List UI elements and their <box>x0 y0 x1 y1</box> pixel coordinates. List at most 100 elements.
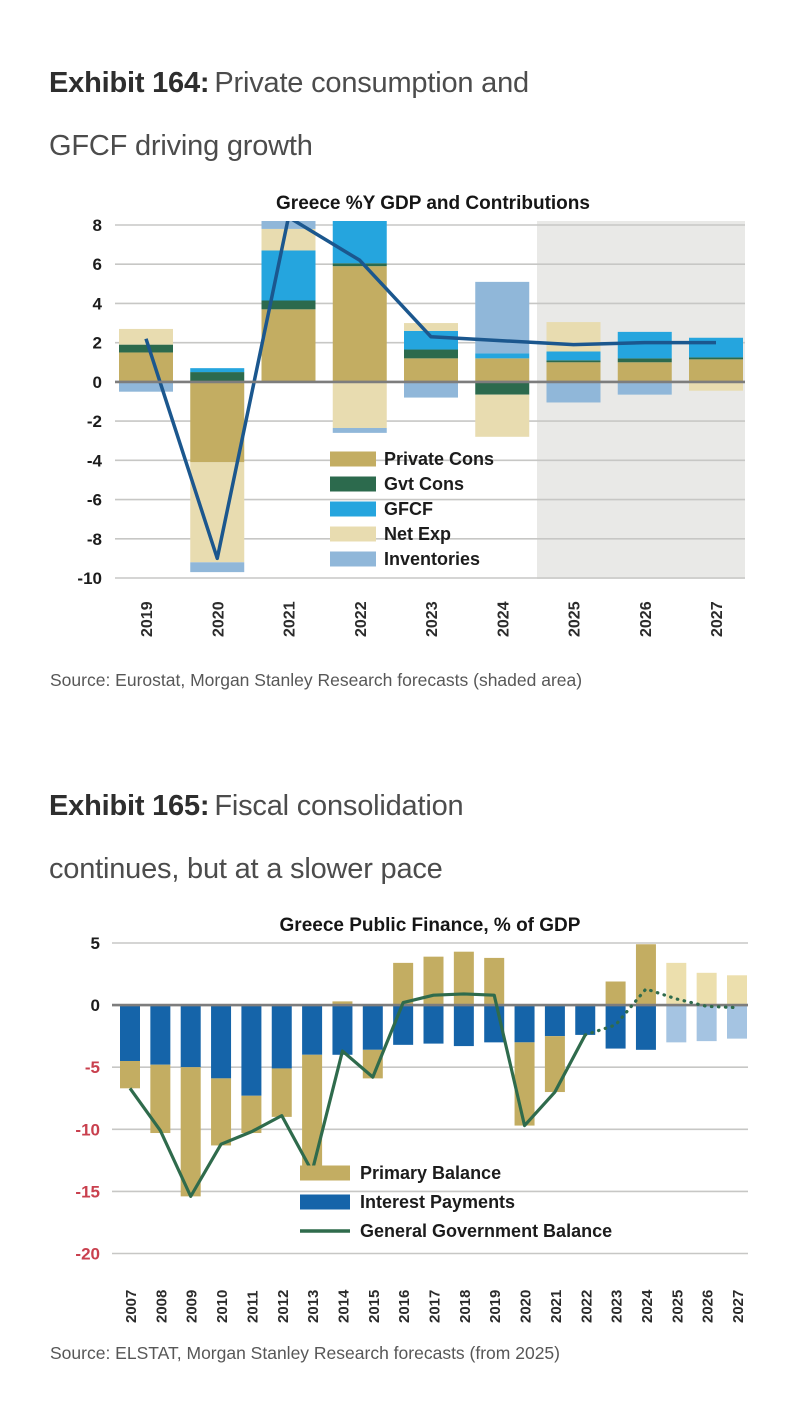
legend-swatch <box>330 526 376 542</box>
chart1-source-note: Source: Eurostat, Morgan Stanley Researc… <box>50 670 583 690</box>
bar-segment <box>514 1005 535 1043</box>
exhibit-165-title: Exhibit 165: Fiscal consolidation continue… <box>49 775 709 901</box>
svg-text:2017: 2017 <box>427 1290 444 1323</box>
svg-text:2027: 2027 <box>709 601 726 637</box>
svg-text:-6: -6 <box>87 491 102 510</box>
bar-segment <box>689 381 743 391</box>
bar-segment <box>190 562 245 573</box>
svg-text:2025: 2025 <box>567 601 584 637</box>
bar-segment <box>617 362 672 382</box>
exhibit-165-label: Exhibit 165: <box>49 790 210 822</box>
chart2-source-note: Source: ELSTAT, Morgan Stanley Research … <box>50 1343 560 1363</box>
bar-segment <box>332 263 387 267</box>
svg-text:2: 2 <box>93 334 102 353</box>
bar-segment <box>546 381 601 403</box>
bar-segment <box>475 358 530 382</box>
svg-text:2016: 2016 <box>396 1290 413 1323</box>
exhibit-164-label: Exhibit 164: <box>49 67 210 99</box>
svg-text:2007: 2007 <box>123 1290 140 1323</box>
svg-text:-20: -20 <box>75 1245 100 1264</box>
legend-label: Private Cons <box>384 449 494 469</box>
svg-text:6: 6 <box>93 255 102 274</box>
svg-text:2025: 2025 <box>669 1290 686 1323</box>
bar-segment <box>190 368 245 373</box>
legend-label: Gvt Cons <box>384 474 464 494</box>
bar-segment <box>423 1005 444 1044</box>
bar-segment <box>302 1005 323 1055</box>
bar-segment <box>271 1005 292 1069</box>
bar-segment <box>393 962 414 1006</box>
svg-text:0: 0 <box>93 373 102 392</box>
svg-text:2020: 2020 <box>210 601 227 637</box>
legend-label: Primary Balance <box>360 1163 501 1183</box>
y-axis-labels: 8 6 4 2 0 -2 -4 -6 -8 -10 <box>77 216 102 588</box>
chart-title: Greece %Y GDP and Contributions <box>276 193 590 214</box>
legend-label: Net Exp <box>384 524 451 544</box>
bar-segment <box>190 462 245 563</box>
bar-segment <box>332 1001 353 1006</box>
bar-segment <box>332 266 387 382</box>
bar-segment <box>119 381 173 392</box>
svg-text:2023: 2023 <box>609 1290 626 1323</box>
svg-text:-4: -4 <box>87 451 103 470</box>
svg-text:2012: 2012 <box>275 1290 292 1323</box>
bar-segment <box>689 359 743 382</box>
bar-segment <box>404 358 458 382</box>
bar-segment <box>119 344 173 353</box>
svg-text:2026: 2026 <box>700 1290 717 1323</box>
bar-segment <box>211 1005 232 1079</box>
svg-text:2020: 2020 <box>518 1290 535 1323</box>
bar-segment <box>475 394 530 437</box>
bar-segment <box>332 381 387 428</box>
svg-text:-5: -5 <box>85 1058 100 1077</box>
legend-label: Interest Payments <box>360 1192 515 1212</box>
bar-segment <box>362 1005 383 1050</box>
bar-segment <box>261 228 316 251</box>
svg-text:2010: 2010 <box>214 1290 231 1323</box>
overlay-line-dotted-forecast <box>583 987 739 1037</box>
legend-swatch <box>330 501 376 517</box>
bar-segment <box>727 975 747 1006</box>
bar-segment <box>617 381 672 395</box>
legend-label: Inventories <box>384 549 480 569</box>
bar-segment <box>119 328 173 345</box>
bar-segment <box>575 1005 596 1035</box>
legend-swatch <box>330 451 376 467</box>
svg-text:2013: 2013 <box>305 1290 322 1323</box>
bar-segment <box>544 1036 565 1093</box>
bar-segment <box>241 1005 262 1096</box>
svg-text:2022: 2022 <box>353 601 370 637</box>
bar-segment <box>332 221 387 264</box>
bar-segment <box>120 1060 140 1089</box>
bar-segment <box>635 1005 656 1050</box>
exhibit-164-title-line1: Private consumption and <box>214 67 529 99</box>
bar-segment <box>546 351 601 361</box>
y-axis-labels: 5 0 -5 -10 -15 -20 <box>75 934 100 1264</box>
gdp-contributions-chart: 8 6 4 2 0 -2 -4 -6 -8 -10 Greece %Y GDP and Contri… <box>77 193 745 637</box>
bar-segment <box>689 337 743 358</box>
legend: Private Cons Gvt Cons GFCF Net Exp Inventori… <box>330 449 494 569</box>
bar-segment <box>404 349 458 359</box>
bar-segment <box>617 331 672 359</box>
legend-swatch <box>300 1165 350 1181</box>
bar-segment <box>484 957 505 1006</box>
x-axis-labels: 2007 2008 2009 2010 2011 2012 2013 2014 2015 2016… <box>123 1289 747 1323</box>
legend-label: General Government Balance <box>360 1221 612 1241</box>
svg-text:0: 0 <box>91 996 100 1015</box>
bar-segment <box>404 381 458 398</box>
bar-segment <box>696 972 717 1006</box>
bar-segment <box>261 250 316 301</box>
exhibit-164-title: Exhibit 164: Private consumption and GFCF … <box>49 52 709 178</box>
stacked-bars <box>120 944 747 1197</box>
x-axis-labels: 2019 2020 2021 2022 2023 2024 2025 2026 2027 <box>139 601 726 637</box>
svg-text:2023: 2023 <box>424 601 441 637</box>
legend-swatch <box>330 476 376 492</box>
exhibit-164-title-line2: GFCF driving growth <box>49 130 313 162</box>
bar-segment <box>180 1067 201 1197</box>
svg-text:2022: 2022 <box>578 1290 595 1323</box>
bar-segment <box>605 1005 626 1049</box>
bar-segment <box>546 322 601 352</box>
exhibit-165-title-line2: continues, but at a slower pace <box>49 853 443 885</box>
svg-text:2011: 2011 <box>244 1290 261 1323</box>
bar-segment <box>546 360 601 363</box>
